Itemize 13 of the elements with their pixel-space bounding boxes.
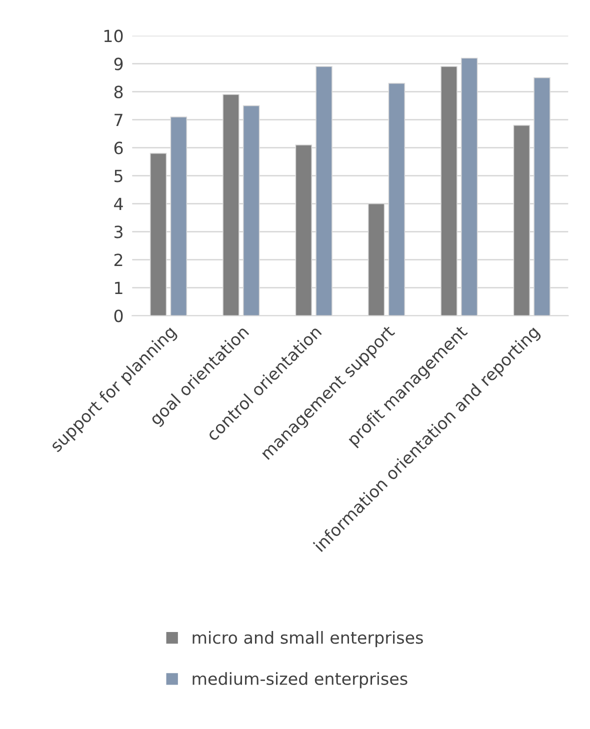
y-tick-label: 1: [115, 282, 122, 294]
legend-label: micro and small enterprises: [192, 631, 423, 648]
y-tick-label: 3: [114, 226, 122, 238]
y-tick-label: 4: [114, 198, 123, 210]
y-tick-label: 2: [114, 254, 122, 266]
y-tick-label: 10: [104, 30, 123, 42]
y-tick-label: 8: [114, 86, 123, 98]
y-tick-label: 0: [114, 310, 123, 322]
legend-label: medium-sized enterprises: [192, 672, 408, 688]
y-tick-label: 9: [114, 58, 123, 70]
y-tick-label: 5: [114, 170, 122, 182]
y-tick-label: 7: [114, 114, 122, 126]
y-tick-label: 6: [114, 142, 123, 154]
